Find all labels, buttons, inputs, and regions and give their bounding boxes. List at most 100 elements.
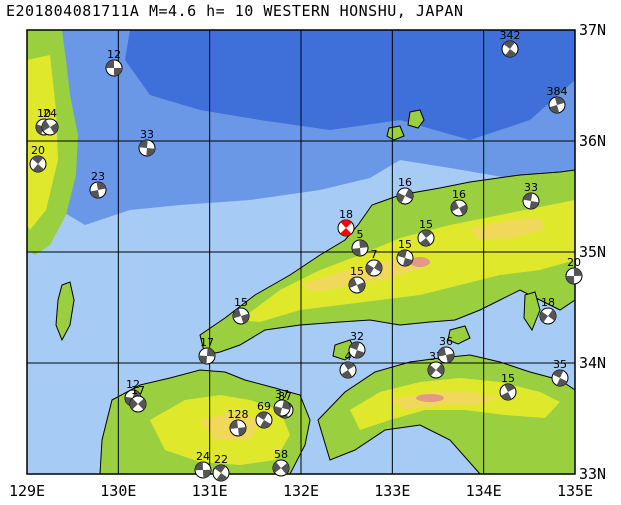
shikoku-summit bbox=[416, 394, 444, 402]
compression-quadrant bbox=[139, 140, 148, 148]
depth-label: 16 bbox=[452, 188, 466, 201]
compression-quadrant bbox=[96, 182, 106, 190]
compression-quadrant bbox=[90, 190, 100, 198]
depth-label: 128 bbox=[228, 408, 249, 421]
depth-label: 33 bbox=[524, 181, 538, 194]
lat-label: 36N bbox=[579, 132, 606, 150]
event-mechanism: 24 bbox=[194, 450, 212, 479]
compression-quadrant bbox=[343, 362, 355, 370]
depth-label: 69 bbox=[257, 400, 271, 413]
compression-quadrant bbox=[554, 97, 565, 105]
compression-quadrant bbox=[397, 192, 405, 204]
event-mechanism: 22 bbox=[212, 453, 230, 482]
honshu-peaks-east bbox=[470, 218, 545, 240]
depth-label: 17 bbox=[131, 384, 145, 397]
compression-quadrant bbox=[504, 383, 516, 392]
compression-quadrant bbox=[273, 461, 281, 474]
tsushima-island bbox=[55, 281, 75, 342]
compression-quadrant bbox=[282, 400, 290, 410]
event-mechanism: 16 bbox=[396, 176, 414, 205]
compression-quadrant bbox=[540, 311, 548, 323]
compression-quadrant bbox=[138, 398, 147, 410]
event-mechanism: 58 bbox=[272, 448, 290, 477]
compression-quadrant bbox=[374, 261, 382, 273]
depth-label: 384 bbox=[547, 85, 568, 98]
awaji-island bbox=[523, 291, 541, 332]
event-mechanism: 37 bbox=[273, 388, 291, 417]
compression-quadrant bbox=[241, 313, 249, 324]
compression-quadrant bbox=[436, 363, 444, 376]
oki-island-small bbox=[386, 125, 405, 141]
event-mechanism: 15 bbox=[417, 218, 435, 247]
compression-quadrant bbox=[274, 406, 282, 416]
compression-quadrant bbox=[419, 238, 431, 246]
lat-label: 35N bbox=[579, 243, 606, 261]
compression-quadrant bbox=[428, 364, 436, 377]
compression-quadrant bbox=[446, 353, 455, 363]
depth-label: 12 bbox=[126, 378, 140, 391]
depth-label: 20 bbox=[567, 256, 581, 269]
honshu-peaks bbox=[300, 258, 420, 292]
main-event-mechanism: 18 bbox=[337, 208, 355, 237]
compression-quadrant bbox=[50, 122, 58, 134]
event-mechanism: 16 bbox=[450, 188, 468, 217]
compression-quadrant bbox=[130, 398, 138, 410]
depth-label: 17 bbox=[200, 336, 214, 349]
event-mechanism: 384 bbox=[547, 85, 568, 114]
compression-quadrant bbox=[216, 473, 228, 481]
depth-label: 16 bbox=[398, 176, 412, 189]
event-mechanism: 69 bbox=[255, 400, 273, 429]
depth-label: 15 bbox=[234, 296, 248, 309]
depth-label: 7 bbox=[371, 248, 378, 261]
lon-label: 130E bbox=[100, 482, 136, 500]
compression-quadrant bbox=[438, 347, 446, 357]
event-mechanism: 33 bbox=[138, 128, 156, 157]
event-mechanism: 20 bbox=[29, 144, 47, 173]
compression-quadrant bbox=[349, 342, 360, 350]
compression-quadrant bbox=[503, 40, 515, 49]
lat-label: 33N bbox=[579, 465, 606, 483]
compression-quadrant bbox=[233, 308, 241, 319]
compression-quadrant bbox=[402, 258, 413, 267]
compression-quadrant bbox=[450, 200, 459, 212]
compression-quadrant bbox=[556, 378, 568, 386]
latitude-labels: 37N 36N 35N 34N 33N bbox=[579, 21, 606, 483]
event-mechanism: 15 bbox=[499, 372, 517, 401]
compression-quadrant bbox=[114, 68, 122, 76]
compression-quadrant bbox=[340, 220, 352, 228]
depth-label: 15 bbox=[419, 218, 433, 231]
lon-label: 131E bbox=[192, 482, 228, 500]
compression-quadrant bbox=[421, 229, 433, 238]
depth-label: 58 bbox=[274, 448, 288, 461]
depth-label: 24 bbox=[196, 450, 210, 463]
depth-label: 37 bbox=[275, 388, 289, 401]
compression-quadrant bbox=[566, 276, 575, 284]
compression-quadrant bbox=[500, 392, 512, 400]
depth-label: 15 bbox=[350, 265, 364, 278]
event-mechanism: 7 bbox=[365, 248, 383, 277]
depth-label: 5 bbox=[357, 228, 364, 241]
event-mechanism: 342 bbox=[500, 29, 521, 58]
compression-quadrant bbox=[207, 348, 216, 357]
event-mechanism: 33 bbox=[522, 181, 540, 210]
event-mechanism: 15 bbox=[232, 296, 250, 325]
compression-quadrant bbox=[203, 469, 211, 478]
event-mechanism: 20 bbox=[565, 256, 583, 285]
inland-sea-island-2 bbox=[447, 325, 471, 345]
compression-quadrant bbox=[281, 462, 289, 475]
compression-quadrant bbox=[340, 228, 352, 236]
event-mechanism: 15 bbox=[348, 265, 366, 294]
compression-quadrant bbox=[549, 105, 560, 113]
compression-quadrant bbox=[357, 282, 365, 293]
depth-label: 35 bbox=[553, 358, 567, 371]
event-mechanism: 4 bbox=[339, 350, 357, 379]
event-mechanism: 17 bbox=[129, 384, 147, 413]
lat-label: 34N bbox=[579, 354, 606, 372]
lon-label: 134E bbox=[466, 482, 502, 500]
compression-quadrant bbox=[505, 49, 517, 58]
compression-quadrant bbox=[548, 309, 556, 321]
longitude-labels: 129E 130E 131E 132E 133E 134E 135E bbox=[9, 482, 593, 500]
event-mechanism: 15 bbox=[396, 238, 414, 267]
compression-quadrant bbox=[195, 462, 203, 471]
depth-label: 32 bbox=[350, 330, 364, 343]
